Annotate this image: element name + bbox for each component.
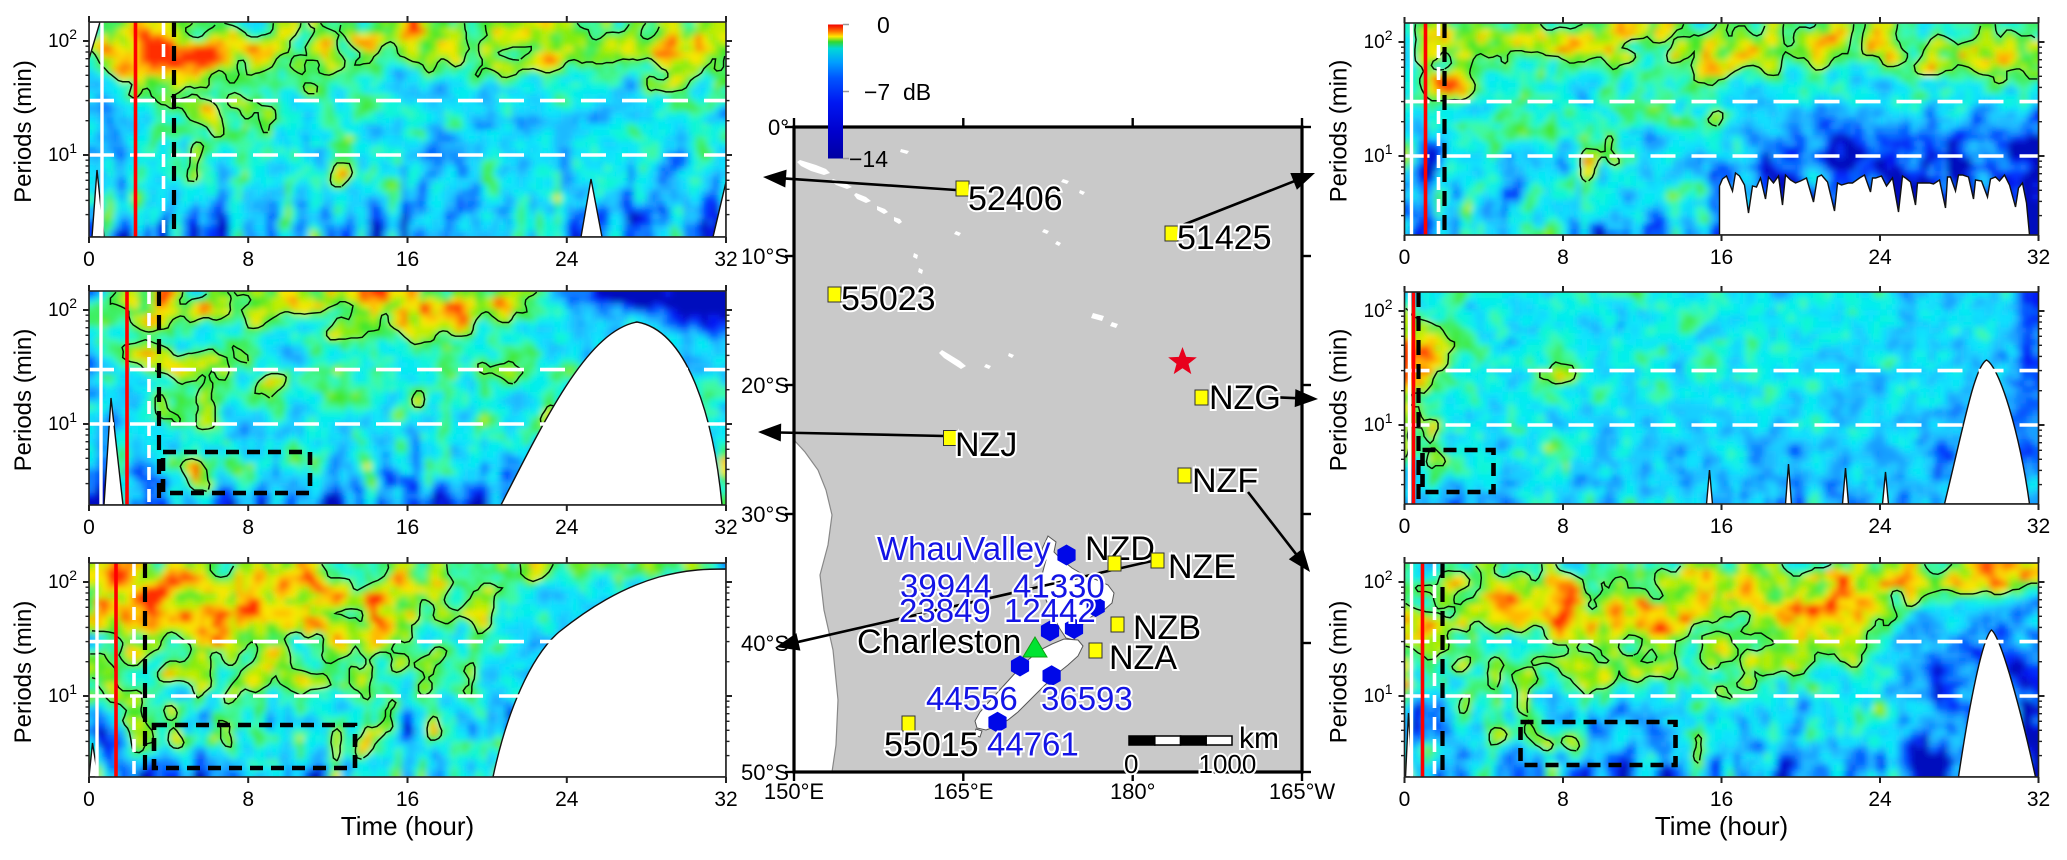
svg-text:32: 32 (2027, 515, 2050, 538)
svg-text:41330: 41330 (1013, 568, 1105, 605)
svg-text:16: 16 (1710, 788, 1733, 811)
svg-text:24: 24 (555, 788, 579, 811)
svg-text:Periods (min): Periods (min) (10, 329, 37, 472)
svg-text:24: 24 (555, 248, 579, 271)
svg-text:50°S: 50°S (741, 760, 789, 785)
svg-text:39944: 39944 (900, 568, 992, 605)
svg-text:−7: −7 (864, 79, 890, 105)
svg-text:16: 16 (396, 248, 419, 271)
svg-text:20°S: 20°S (741, 373, 789, 398)
svg-text:NZJ: NZJ (955, 426, 1017, 464)
svg-text:16: 16 (1710, 515, 1733, 538)
svg-text:52406: 52406 (968, 180, 1063, 218)
svg-text:30°S: 30°S (741, 502, 789, 527)
svg-text:Periods (min): Periods (min) (1326, 60, 1353, 203)
svg-text:0: 0 (1124, 749, 1138, 779)
svg-text:0°: 0° (768, 115, 789, 140)
svg-text:NZE: NZE (1168, 548, 1236, 586)
svg-text:−14: −14 (849, 146, 888, 172)
svg-text:0: 0 (1399, 515, 1411, 538)
svg-text:32: 32 (714, 516, 737, 539)
svg-text:12442: 12442 (1004, 592, 1096, 629)
svg-text:32: 32 (2027, 246, 2050, 269)
svg-text:dB: dB (903, 79, 931, 105)
svg-text:44761: 44761 (987, 726, 1079, 763)
svg-text:8: 8 (1557, 515, 1569, 538)
svg-text:NZA: NZA (1109, 639, 1177, 677)
svg-text:165°E: 165°E (933, 779, 993, 804)
svg-text:16: 16 (396, 788, 419, 811)
svg-text:NZB: NZB (1133, 609, 1201, 647)
svg-text:Charleston: Charleston (857, 623, 1021, 661)
svg-text:51425: 51425 (1177, 219, 1272, 257)
svg-text:NZG: NZG (1209, 379, 1281, 417)
svg-text:0: 0 (83, 516, 95, 539)
svg-text:km: km (1239, 722, 1279, 755)
svg-text:40°S: 40°S (741, 631, 789, 656)
svg-text:Periods (min): Periods (min) (10, 60, 37, 203)
svg-text:180°: 180° (1110, 779, 1156, 804)
svg-text:NZF: NZF (1192, 462, 1258, 500)
svg-text:16: 16 (1710, 246, 1733, 269)
svg-text:1000: 1000 (1199, 749, 1257, 779)
svg-text:165°W: 165°W (1269, 779, 1336, 804)
svg-text:0: 0 (877, 12, 890, 38)
svg-text:0: 0 (83, 788, 95, 811)
svg-text:32: 32 (714, 248, 737, 271)
svg-text:Periods (min): Periods (min) (10, 601, 37, 744)
svg-text:8: 8 (242, 516, 254, 539)
svg-text:102: 102 (1364, 296, 1393, 322)
svg-text:Time (hour): Time (hour) (1655, 811, 1788, 841)
svg-text:55023: 55023 (841, 280, 936, 318)
svg-text:8: 8 (1557, 788, 1569, 811)
svg-text:36593: 36593 (1041, 680, 1133, 717)
svg-text:24: 24 (1868, 515, 1892, 538)
svg-text:102: 102 (48, 26, 77, 52)
svg-text:24: 24 (1868, 788, 1892, 811)
svg-text:32: 32 (2027, 788, 2050, 811)
svg-text:8: 8 (242, 788, 254, 811)
svg-text:24: 24 (1868, 246, 1892, 269)
svg-text:Periods (min): Periods (min) (1326, 601, 1353, 744)
svg-text:8: 8 (1557, 246, 1569, 269)
svg-text:10°S: 10°S (741, 244, 789, 269)
svg-text:Periods (min): Periods (min) (1326, 329, 1353, 472)
svg-text:0: 0 (1399, 246, 1411, 269)
svg-text:32: 32 (714, 788, 737, 811)
svg-text:150°E: 150°E (764, 779, 824, 804)
svg-text:8: 8 (242, 248, 254, 271)
svg-text:55015: 55015 (884, 726, 979, 764)
svg-text:Time (hour): Time (hour) (341, 811, 474, 841)
svg-text:44556: 44556 (926, 680, 1018, 717)
svg-text:24: 24 (555, 516, 579, 539)
svg-text:23849: 23849 (899, 592, 991, 629)
svg-text:WhauValley: WhauValley (877, 530, 1051, 567)
svg-text:0: 0 (83, 248, 95, 271)
svg-text:16: 16 (396, 516, 419, 539)
svg-text:0: 0 (1399, 788, 1411, 811)
